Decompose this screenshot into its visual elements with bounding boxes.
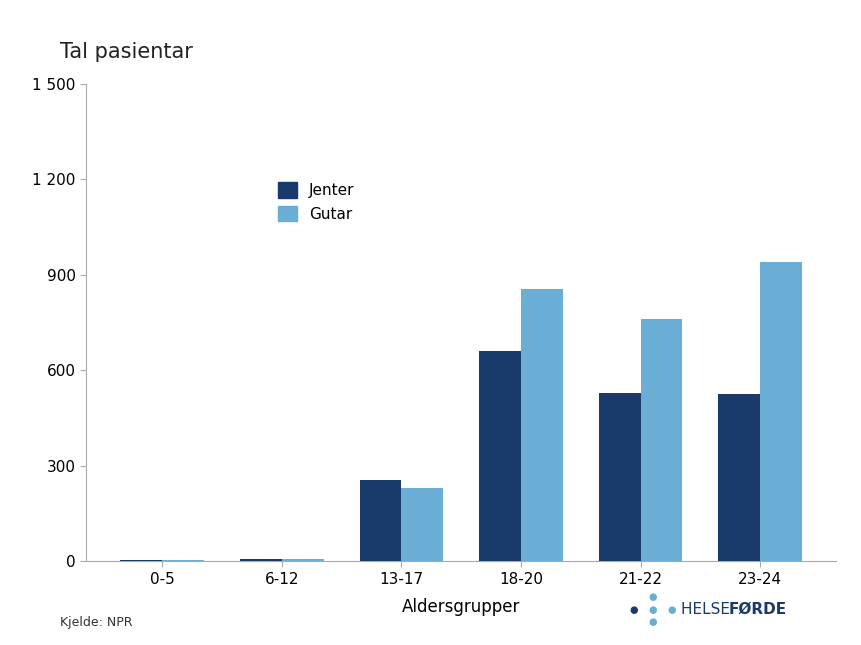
Bar [598, 393, 640, 561]
Bar [282, 559, 323, 561]
Bar [359, 480, 401, 561]
Text: Tal pasientar: Tal pasientar [60, 42, 193, 62]
Legend: Jenter, Gutar: Jenter, Gutar [274, 177, 359, 226]
Bar [759, 262, 801, 561]
Text: FØRDE: FØRDE [728, 602, 785, 617]
Bar [520, 289, 562, 561]
Bar [121, 560, 162, 561]
Bar [162, 560, 204, 561]
Bar [640, 319, 682, 561]
Text: ●: ● [629, 604, 637, 615]
X-axis label: Aldersgrupper: Aldersgrupper [401, 598, 520, 616]
Text: ●: ● [666, 604, 675, 615]
Text: Kjelde: NPR: Kjelde: NPR [60, 616, 133, 629]
Bar [239, 559, 282, 561]
Bar [717, 394, 759, 561]
Text: ●: ● [647, 591, 656, 602]
Text: HELSE: HELSE [680, 602, 734, 617]
Bar [401, 488, 443, 561]
Text: ●: ● [647, 617, 656, 628]
Text: ●: ● [647, 604, 656, 615]
Bar [479, 351, 520, 561]
